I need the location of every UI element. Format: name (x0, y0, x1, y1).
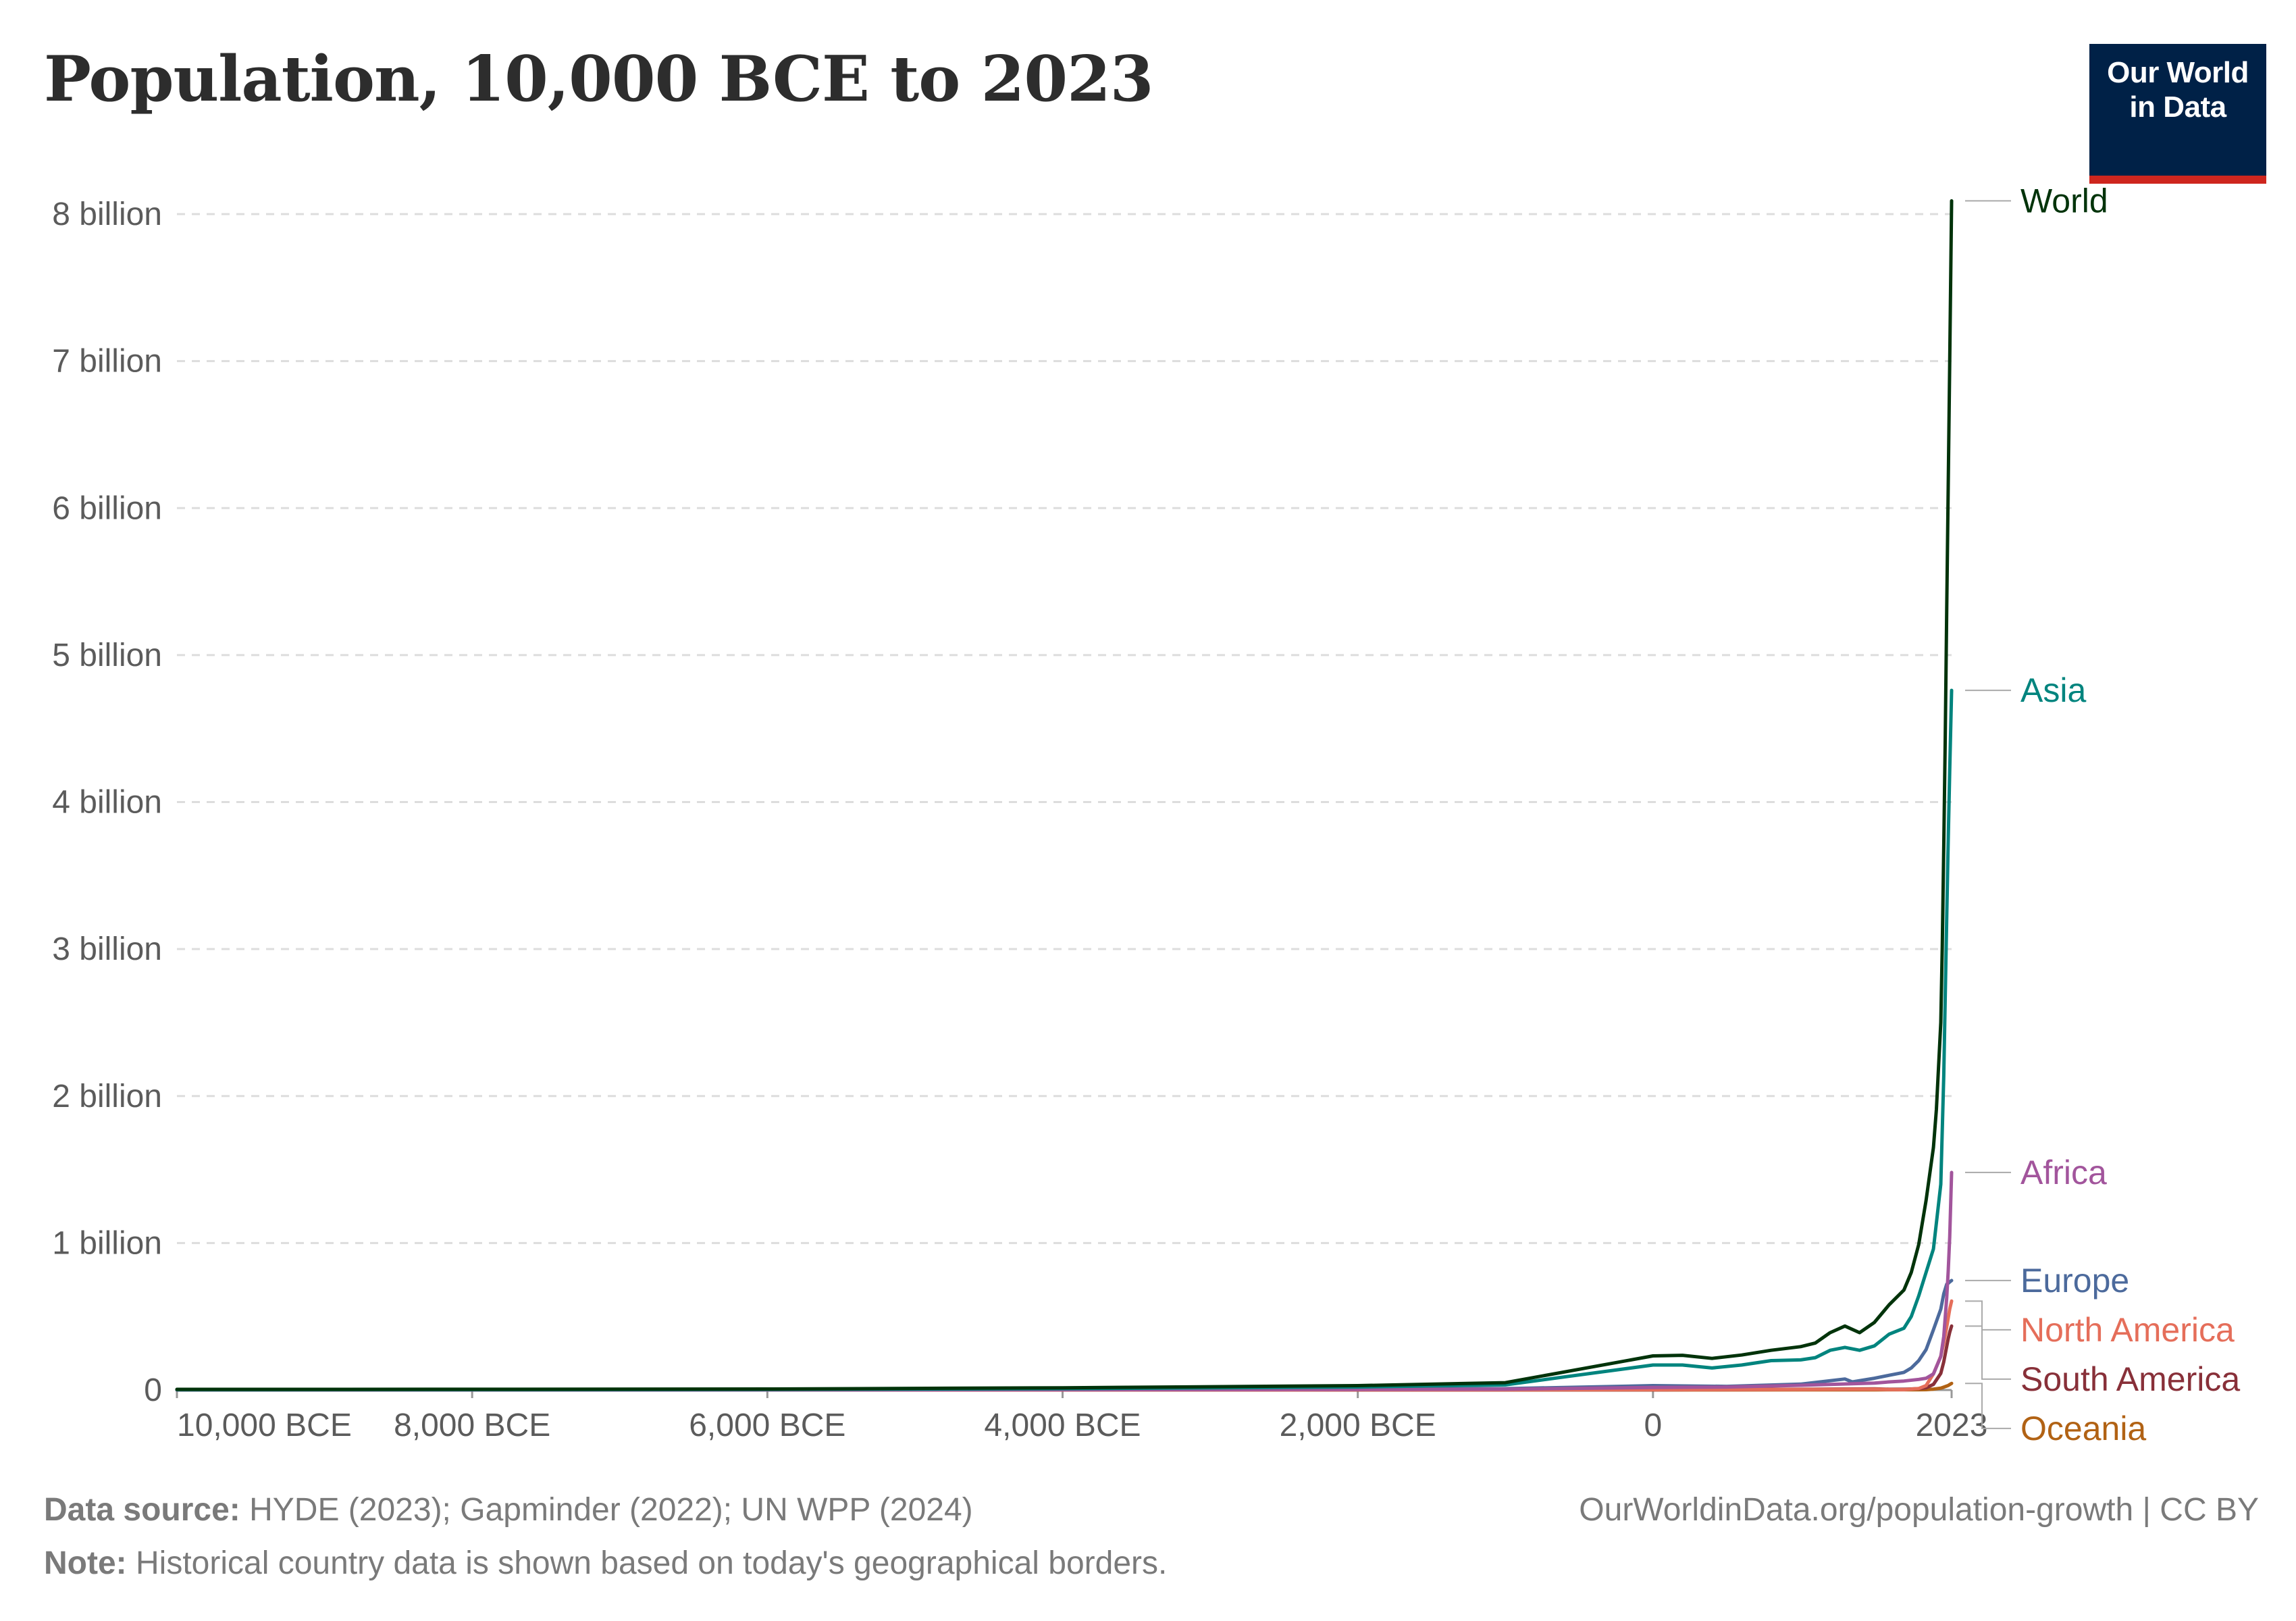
series-label: Oceania (2020, 1410, 2146, 1447)
x-tick-label: 0 (1644, 1408, 1662, 1443)
series-label: Europe (2020, 1262, 2129, 1300)
series-line (175, 199, 1954, 1391)
note-text: Historical country data is shown based o… (136, 1545, 1168, 1581)
y-tick-label: 7 billion (52, 344, 162, 380)
series-line (175, 1170, 1954, 1392)
logo-line-2: in Data (2129, 91, 2226, 124)
series-line (175, 1299, 1954, 1392)
label-connector (1965, 1300, 2011, 1331)
series-line (175, 1324, 1954, 1392)
y-tick-label: 3 billion (52, 931, 162, 967)
x-tick-label: 10,000 BCE (177, 1408, 352, 1443)
series-label: North America (2020, 1311, 2235, 1349)
series-label: Africa (2020, 1154, 2107, 1191)
x-tick-label: 2,000 BCE (1280, 1408, 1436, 1443)
series-label: Asia (2020, 671, 2086, 709)
x-tick-label: 8,000 BCE (394, 1408, 550, 1443)
label-connector (1965, 1325, 2011, 1380)
y-tick-label: 4 billion (52, 785, 162, 821)
y-tick-label: 5 billion (52, 638, 162, 673)
y-tick-label: 6 billion (52, 490, 162, 526)
note-label: Note: (44, 1545, 127, 1581)
y-tick-label: 8 billion (52, 197, 162, 232)
chart-note: Note: Historical country data is shown b… (44, 1545, 1167, 1582)
data-source: Data source: HYDE (2023); Gapminder (202… (44, 1491, 973, 1528)
y-tick-label: 0 (144, 1372, 162, 1408)
logo-line-1: Our World (2107, 56, 2249, 89)
x-tick-label: 4,000 BCE (984, 1408, 1141, 1443)
series-line (175, 1279, 1954, 1392)
series-label: South America (2020, 1360, 2240, 1398)
x-tick-label: 2023 (1916, 1408, 1988, 1443)
x-tick-label: 6,000 BCE (689, 1408, 845, 1443)
series-label: World (2020, 182, 2108, 220)
data-source-text: HYDE (2023); Gapminder (2022); UN WPP (2… (249, 1492, 973, 1528)
page-title: Population, 10,000 BCE to 2023 (44, 42, 1154, 115)
source-url[interactable]: OurWorldinData.org/population-growth | C… (1579, 1492, 2259, 1528)
label-connector (1965, 1383, 2011, 1429)
y-tick-label: 1 billion (52, 1225, 162, 1261)
y-tick-label: 2 billion (52, 1079, 162, 1114)
data-source-label: Data source: (44, 1492, 240, 1528)
owid-logo[interactable]: Our World in Data (2089, 44, 2266, 184)
series-line (175, 688, 1954, 1392)
